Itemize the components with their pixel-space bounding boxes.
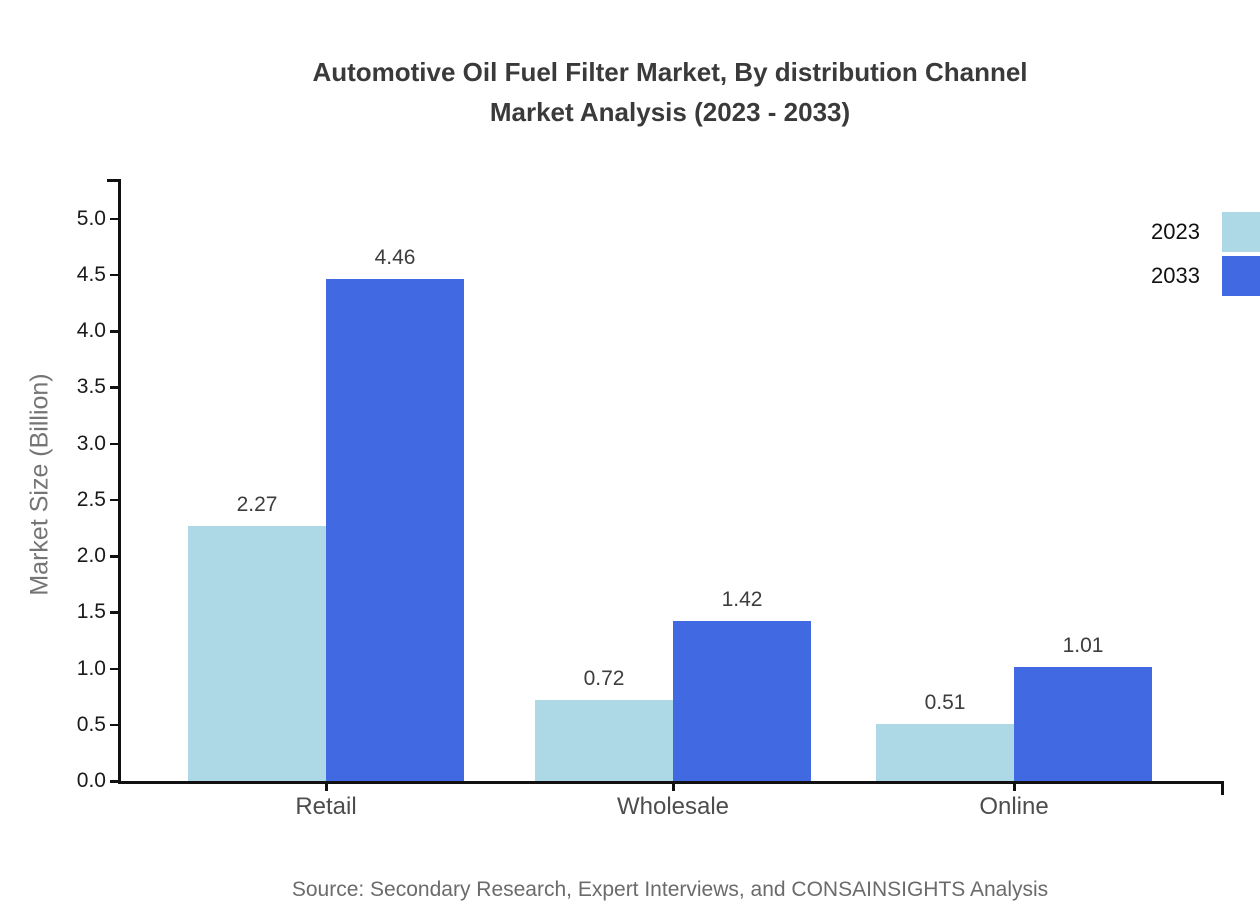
y-tick-2.0 (110, 555, 118, 558)
x-tick-wholesale (672, 781, 675, 791)
y-tick-label-5.0: 5.0 (76, 206, 106, 230)
y-tick-label-3.0: 3.0 (76, 431, 106, 455)
y-axis-top-cap (107, 179, 121, 182)
category-label-wholesale: Wholesale (616, 793, 730, 820)
value-label-2033-online: 1.01 (1062, 634, 1104, 658)
bar-2033-retail (326, 279, 464, 781)
y-tick-4.0 (110, 330, 118, 333)
y-tick-0.0 (110, 780, 118, 783)
legend-swatch-2023 (1222, 212, 1260, 252)
y-tick-label-0.0: 0.0 (76, 769, 106, 792)
x-tick-retail (325, 781, 328, 791)
source-note: Source: Secondary Research, Expert Inter… (291, 878, 1049, 901)
y-tick-1.5 (110, 611, 118, 614)
y-tick-2.5 (110, 498, 118, 502)
bar-2023-retail (188, 525, 326, 781)
y-tick-label-1.5: 1.5 (76, 600, 106, 624)
y-tick-0.5 (110, 723, 118, 727)
y-tick-label-2.5: 2.5 (76, 487, 106, 511)
chart-title-line2: Market Analysis (2023 - 2033) (489, 97, 851, 127)
bar-2033-online (1014, 667, 1152, 781)
bar-2023-online (876, 723, 1014, 781)
y-axis-spine (118, 179, 121, 784)
y-tick-3.0 (110, 442, 118, 445)
legend-label-2023: 2023 (1151, 219, 1200, 244)
y-tick-5.0 (110, 217, 118, 220)
category-label-retail: Retail (295, 793, 357, 820)
legend-label-2033: 2033 (1151, 263, 1200, 288)
y-tick-label-0.5: 0.5 (76, 712, 106, 736)
x-tick-online (1013, 781, 1016, 791)
y-tick-label-4.0: 4.0 (76, 319, 106, 342)
category-label-online: Online (979, 793, 1049, 820)
y-tick-label-1.0: 1.0 (76, 656, 106, 680)
value-label-2023-retail: 2.27 (236, 492, 278, 516)
chart-title-line1: Automotive Oil Fuel Filter Market, By di… (312, 57, 1028, 87)
x-axis-spine (118, 781, 1224, 784)
y-tick-1.0 (110, 667, 118, 670)
y-tick-3.5 (110, 386, 118, 389)
chart-title: Automotive Oil Fuel Filter Market, By di… (80, 52, 1260, 132)
bar-2023-wholesale (535, 700, 673, 781)
y-tick-label-3.5: 3.5 (76, 375, 106, 399)
value-label-2033-wholesale: 1.42 (721, 588, 763, 612)
y-tick-label-2.0: 2.0 (76, 544, 106, 567)
value-label-2023-online: 0.51 (924, 690, 966, 714)
bar-2033-wholesale (673, 621, 811, 781)
value-label-2023-wholesale: 0.72 (583, 667, 625, 690)
x-axis-right-cap (1221, 781, 1224, 795)
y-tick-label-4.5: 4.5 (76, 262, 106, 286)
value-label-2033-retail: 4.46 (374, 246, 416, 270)
y-tick-4.5 (110, 273, 118, 277)
legend-swatch-2033 (1222, 256, 1260, 296)
